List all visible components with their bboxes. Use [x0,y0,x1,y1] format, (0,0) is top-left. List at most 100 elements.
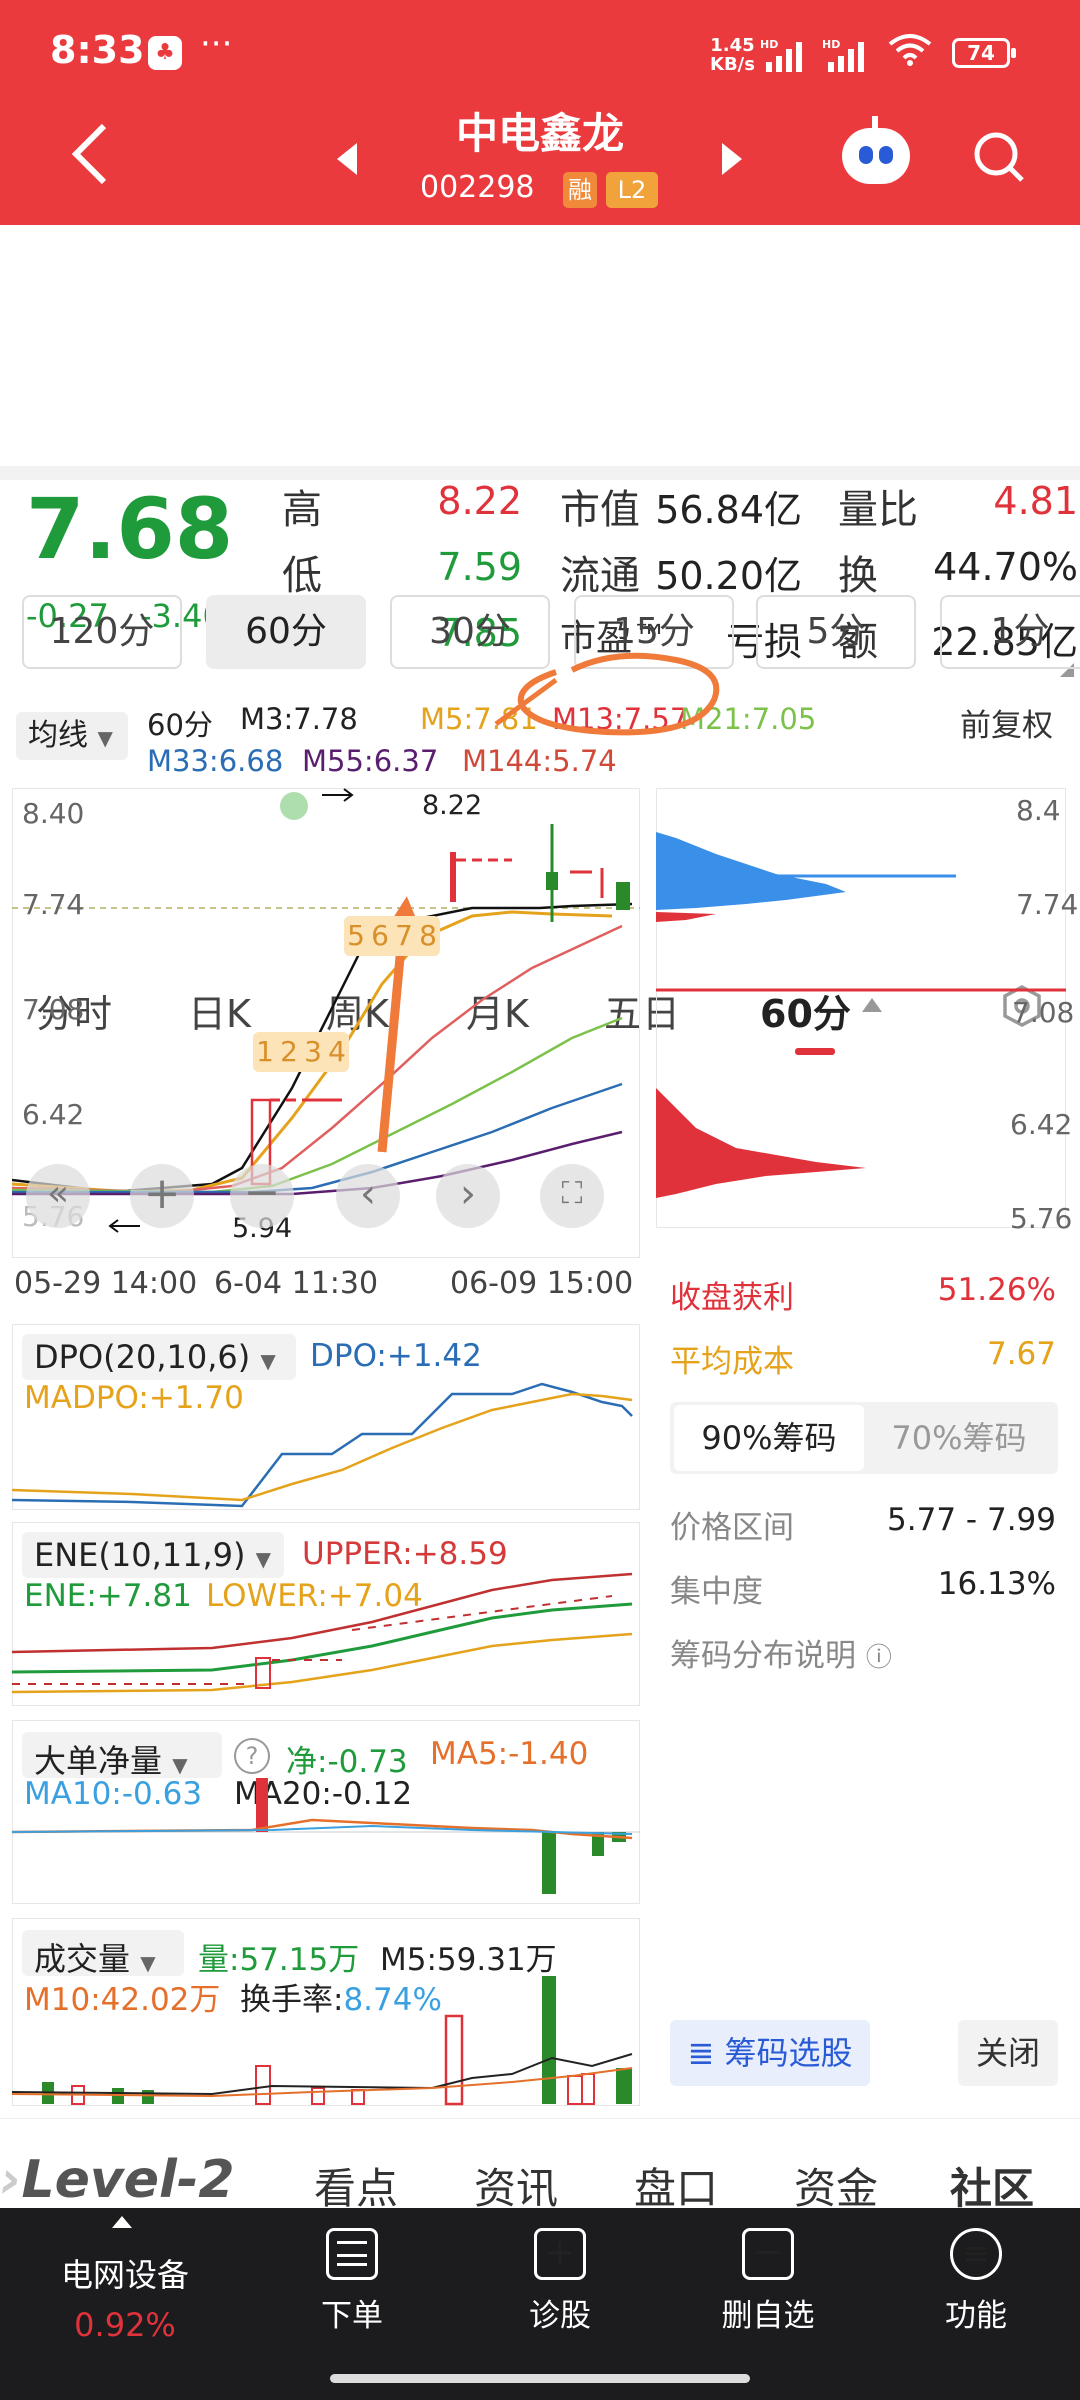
settings-hex-icon[interactable] [1000,984,1044,1028]
tab-daily-k[interactable]: 日K [188,992,251,1036]
kline-panel[interactable] [12,788,640,1258]
chip-y-label: 8.4 [1016,794,1061,827]
tab-orderbook[interactable]: 盘口 [634,2164,719,2213]
volratio-label: 量比 [838,487,918,533]
remove-watchlist-button[interactable]: 删自选 [721,2298,815,2334]
price-range-value: 5.77 - 7.99 [887,1502,1056,1538]
zoom-in-icon[interactable]: + [130,1164,194,1228]
ene-upper-value: UPPER:+8.59 [302,1536,508,1572]
tab-level2[interactable]: ›Level-2 [0,2150,235,2210]
divider [0,466,1080,480]
bignet-bar-pos [256,1778,268,1832]
madpo-line [12,1392,633,1502]
candle-g1 [546,872,558,890]
function-button[interactable]: 功能 [945,2298,1007,2334]
ma-m3: M3:7.78 [240,702,358,736]
price-range-label: 价格区间 [670,1510,794,1546]
period-5min[interactable]: 5分 [756,595,916,669]
order-button[interactable]: 下单 [321,2298,383,2334]
chip-upper-red [656,912,716,922]
assistant-robot-icon[interactable] [842,116,910,184]
zoom-out-icon[interactable]: − [230,1164,294,1228]
amount-value: 22.85亿 [931,620,1078,664]
scroll-left-icon[interactable]: ‹ [336,1164,400,1228]
tab-indicator [795,1048,835,1055]
turnover-rate: 换手率:8.74% [240,1982,442,2018]
k-y-label: 6.42 [22,1098,85,1131]
period-15min[interactable]: 15分 [574,595,734,669]
profit-label: 收盘获利 [670,1280,794,1316]
home-indicator[interactable] [330,2374,750,2383]
fullscreen-icon[interactable]: ⛶ [540,1164,604,1228]
next-stock-icon[interactable] [722,143,742,175]
app-notification-icon: ♣ [148,36,182,70]
chip-loss-area [656,1088,866,1198]
bignet-selector[interactable]: 大单净量 ▼ [34,1742,188,1780]
remove-watchlist-icon[interactable]: − [742,2228,794,2280]
pe-label: 市盈™ [560,618,669,659]
ene-panel[interactable] [12,1522,640,1706]
tab-five-day[interactable]: 五日 [604,992,681,1036]
diagnose-button[interactable]: 诊股 [529,2298,591,2334]
tab-highlights[interactable]: 看点 [314,2164,399,2213]
tab-news[interactable]: 资讯 [474,2164,559,2213]
madpo-value: MADPO:+1.70 [24,1380,244,1416]
tab-monthly-k[interactable]: 月K [466,992,529,1036]
k-x-label: 05-29 14:00 [14,1266,198,1301]
ma-selector[interactable]: 均线 ▼ [16,712,128,760]
search-icon[interactable] [972,130,1026,184]
tab-community[interactable]: 社区 [950,2164,1035,2213]
profit-value: 51.26% [937,1272,1056,1308]
help-icon[interactable]: ? [234,1738,270,1774]
dpo-panel[interactable] [12,1324,640,1510]
prev-stock-icon[interactable] [337,143,357,175]
chip-distribution-panel[interactable] [656,788,1066,1228]
k-x-label: 06-09 15:00 [450,1266,634,1301]
ene-chart [12,1572,633,1694]
sector-change: 0.92% [74,2306,176,2344]
rewind-icon[interactable]: « [26,1164,90,1228]
ene-upper-line [12,1572,633,1654]
tab-60min[interactable]: 60分 [760,992,851,1036]
dpo-line [12,1382,633,1508]
expand-corner-icon[interactable] [1060,663,1074,677]
chip-select-button[interactable]: ≣ 筹码选股 [670,2020,870,2086]
price-change: -0.27 [26,597,109,635]
chip-70-tab[interactable]: 70%筹码 [891,1419,1027,1457]
period-1min[interactable]: 1分 [940,595,1080,669]
volume-panel[interactable] [12,1918,640,2106]
period-120min[interactable]: 120分 [22,595,182,669]
adjust-mode[interactable]: 前复权 [960,708,1053,744]
period-30min[interactable]: 30分 [390,595,550,669]
k-high-label: 8.22 [422,790,483,821]
back-arrow-icon[interactable] [68,122,112,186]
bignet-selector-bg [22,1732,222,1778]
svg-text:HD: HD [760,38,778,51]
order-icon[interactable] [326,2228,378,2280]
open-value: 7.85 [437,611,522,655]
stock-name: 中电鑫龙 [455,109,624,158]
list-icon: ≣ [687,2034,715,2072]
sector-name[interactable]: 电网设备 [60,2256,189,2294]
quote-panel: 7.68 -0.27 -3.40% 高 8.22 市值 56.84亿 量比 4.… [0,225,1080,677]
menu-icon[interactable]: ≡ [950,2228,1002,2280]
volume-selector[interactable]: 成交量 ▼ [34,1940,156,1978]
svg-text:HD: HD [822,38,840,51]
pe-value: 亏损 [725,620,802,664]
tab-funds[interactable]: 资金 [794,2164,879,2213]
bignet-panel[interactable] [12,1720,640,1904]
turnover-value: 44.70% [933,545,1078,589]
high-arrow [322,788,354,802]
tab-timeshare[interactable]: 分时 [36,992,113,1036]
chip-close-button[interactable]: 关闭 [958,2020,1058,2086]
period-60min[interactable]: 60分 [206,595,366,669]
dpo-value: DPO:+1.42 [310,1338,482,1374]
dpo-selector[interactable]: DPO(20,10,6) ▼ [34,1338,276,1376]
scroll-right-icon[interactable]: › [436,1164,500,1228]
mktcap-value: 56.84亿 [655,488,802,532]
chip-explain-link[interactable]: 筹码分布说明 ⓘ [670,1638,892,1674]
ene-selector[interactable]: ENE(10,11,9) ▼ [34,1536,272,1574]
chip-90-tab[interactable]: 90%筹码 [674,1405,864,1471]
diagnose-icon[interactable]: + [534,2228,586,2280]
ene-candles-high [351,1595,613,1631]
